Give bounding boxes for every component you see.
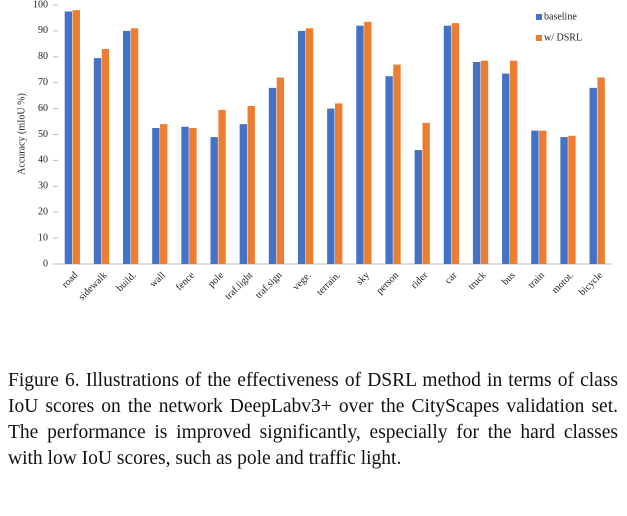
y-tick-label: 100 — [33, 0, 48, 10]
bar — [268, 87, 277, 264]
legend-label: w/ DSRL — [544, 32, 582, 43]
x-tick-label: sidewalk — [77, 270, 110, 303]
legend-swatch — [536, 14, 542, 20]
y-tick-label: 70 — [38, 77, 48, 88]
bar — [239, 124, 248, 264]
bar — [247, 106, 255, 264]
x-tick-label: road — [60, 270, 80, 290]
x-tick-label: wall — [148, 270, 168, 290]
bar — [502, 73, 510, 264]
bar — [568, 135, 576, 264]
x-tick-label: terrain. — [315, 270, 343, 298]
bar — [93, 58, 102, 264]
chart: Accuracy (mIoU %) 0 10 20 30 40 50 60 70 80 90 100… — [16, 0, 612, 303]
x-tick-label: train — [526, 270, 547, 291]
bar — [152, 128, 160, 264]
y-tick-label: 80 — [38, 51, 48, 62]
bar — [210, 137, 218, 264]
bar — [305, 28, 314, 265]
bar — [160, 124, 168, 264]
y-axis-label: Accuracy (mIoU %) — [16, 93, 27, 175]
bar — [364, 21, 372, 265]
x-tick-label: build. — [115, 270, 139, 294]
x-tick-label: rider — [409, 270, 431, 292]
x-tick-label: car — [443, 270, 460, 287]
bar — [539, 130, 547, 264]
bar — [509, 60, 518, 265]
bar — [181, 126, 189, 264]
x-tick-label: fence — [174, 270, 197, 293]
y-tick-label: 60 — [38, 103, 48, 114]
bar — [64, 11, 73, 264]
bar — [276, 77, 285, 265]
y-tick-label: 0 — [43, 258, 48, 269]
x-tick-label: sky — [354, 270, 372, 288]
bar — [327, 108, 335, 264]
legend-label: baseline — [544, 11, 577, 22]
bar — [123, 30, 131, 265]
bar — [72, 10, 80, 265]
bar — [335, 103, 343, 264]
y-tick-label: 30 — [38, 181, 48, 192]
bar — [189, 128, 197, 264]
bar — [385, 76, 393, 264]
x-tick-label: pole — [206, 270, 226, 290]
bar — [451, 23, 460, 264]
caption: Figure 6. Illustrations of the effective… — [8, 370, 618, 469]
bar — [130, 28, 139, 265]
bar — [414, 150, 422, 264]
bar — [101, 49, 110, 264]
bar — [297, 30, 306, 265]
x-tick-label: person — [374, 270, 401, 297]
y-tick-label: 40 — [38, 155, 48, 166]
bar — [597, 77, 605, 265]
x-tick-label: truck — [466, 270, 488, 292]
bar — [531, 130, 539, 264]
bar — [560, 137, 568, 264]
bar — [356, 25, 364, 264]
bar — [422, 122, 430, 264]
bar — [218, 109, 226, 265]
bar — [472, 61, 481, 265]
bar — [589, 87, 597, 264]
y-tick-label: 90 — [38, 25, 48, 36]
x-tick-label: bicycle — [577, 270, 606, 299]
x-tick-label: traf.sign — [253, 270, 284, 301]
x-tick-label: bus — [500, 270, 518, 288]
bar — [443, 25, 452, 264]
y-tick-label: 50 — [38, 129, 48, 140]
x-tick-label: traf.light — [223, 270, 255, 302]
y-tick-label: 20 — [38, 206, 48, 217]
y-tick-label: 10 — [38, 232, 48, 243]
x-tick-label: vege. — [291, 270, 314, 293]
x-tick-label: motot. — [550, 270, 576, 296]
bar — [393, 64, 401, 264]
bar — [480, 60, 489, 265]
legend-swatch — [536, 35, 542, 41]
